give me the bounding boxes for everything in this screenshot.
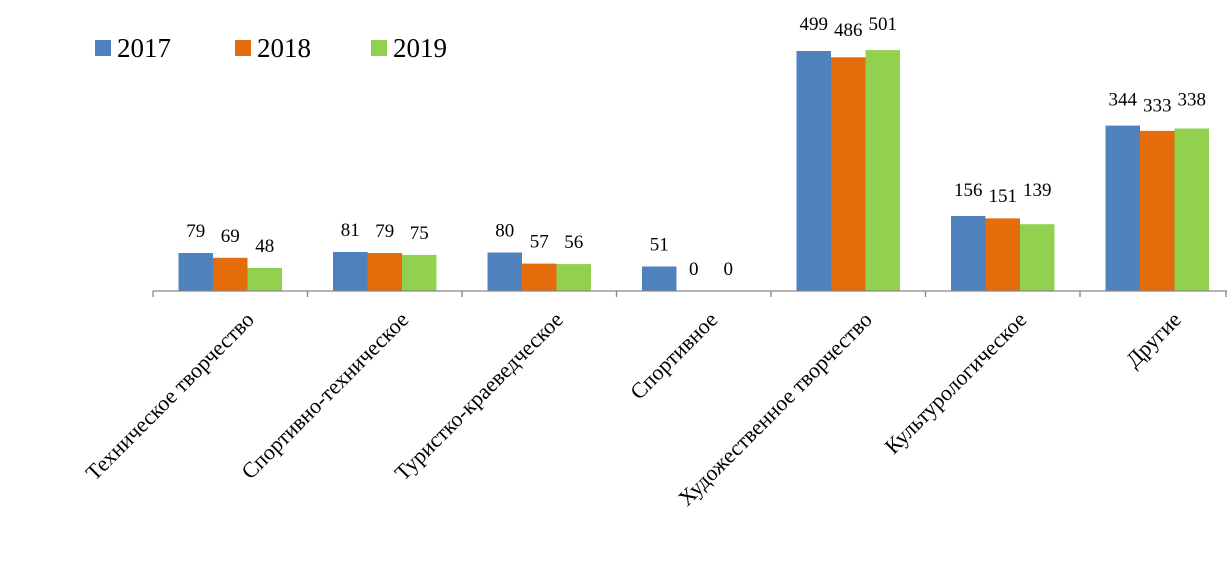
category-label-3: Туристко-краеведческое — [389, 307, 567, 485]
data-label-2019-6: 139 — [1023, 180, 1052, 201]
legend-label-2017: 2017 — [117, 33, 171, 63]
bar-2019-1 — [247, 267, 282, 291]
data-labels: 79 69 48 81 79 75 80 57 56 51 0 0 499 486 501 156 151 139… — [186, 14, 1206, 280]
legend-label-2018: 2018 — [257, 33, 311, 63]
data-label-2018-7: 333 — [1143, 96, 1172, 117]
data-label-2018-1: 69 — [221, 226, 240, 247]
legend-swatch-2017 — [95, 40, 111, 56]
data-label-2019-2: 75 — [410, 223, 429, 244]
data-label-2017-5: 499 — [800, 14, 829, 35]
bar-2017-5 — [796, 51, 831, 291]
bars — [178, 50, 1209, 291]
data-label-2017-3: 80 — [495, 221, 514, 242]
category-label-6: Культурологическое — [879, 307, 1031, 459]
bar-2017-1 — [178, 253, 213, 291]
bar-2018-1 — [213, 257, 248, 291]
data-label-2019-3: 56 — [564, 232, 583, 253]
bar-2018-3 — [522, 263, 557, 291]
bar-2019-2 — [402, 254, 437, 291]
data-label-2019-5: 501 — [869, 14, 898, 35]
bar-2017-7 — [1105, 125, 1140, 291]
data-label-2018-6: 151 — [989, 186, 1018, 207]
category-labels: Техническое творчествоСпортивно-техничес… — [81, 307, 1186, 511]
data-label-2017-2: 81 — [341, 220, 360, 241]
category-label-2: Спортивно-техническое — [236, 307, 413, 484]
legend-swatch-2018 — [235, 40, 251, 56]
legend: 2017 2018 2019 — [95, 33, 447, 63]
category-label-7: Другие — [1121, 307, 1186, 372]
legend-swatch-2019 — [371, 40, 387, 56]
data-label-2017-4: 51 — [650, 235, 669, 256]
bar-2018-5 — [831, 57, 866, 291]
bar-2017-2 — [333, 252, 368, 291]
data-label-2018-5: 486 — [834, 20, 863, 41]
data-label-2019-1: 48 — [255, 236, 274, 257]
data-label-2019-7: 338 — [1178, 90, 1207, 111]
data-label-2018-3: 57 — [530, 232, 549, 253]
data-label-2018-2: 79 — [375, 221, 394, 242]
bar-2017-3 — [487, 252, 522, 291]
legend-label-2019: 2019 — [393, 33, 447, 63]
bar-2018-6 — [985, 218, 1020, 291]
bar-2018-7 — [1140, 130, 1175, 291]
bar-2019-5 — [865, 50, 900, 291]
bar-2019-7 — [1174, 128, 1209, 291]
bar-2019-6 — [1020, 224, 1055, 291]
x-axis — [152, 290, 1227, 297]
data-label-2017-1: 79 — [186, 221, 205, 242]
bar-2017-6 — [951, 216, 986, 291]
data-label-2019-4: 0 — [724, 259, 734, 280]
data-label-2018-4: 0 — [689, 259, 699, 280]
data-label-2017-7: 344 — [1109, 90, 1138, 111]
category-label-4: Спортивное — [625, 307, 722, 404]
bar-2017-4 — [642, 266, 677, 291]
category-label-1: Техническое творчество — [81, 307, 259, 485]
data-label-2017-6: 156 — [954, 180, 983, 201]
bar-2019-3 — [556, 264, 591, 291]
bar-2018-2 — [367, 253, 402, 291]
